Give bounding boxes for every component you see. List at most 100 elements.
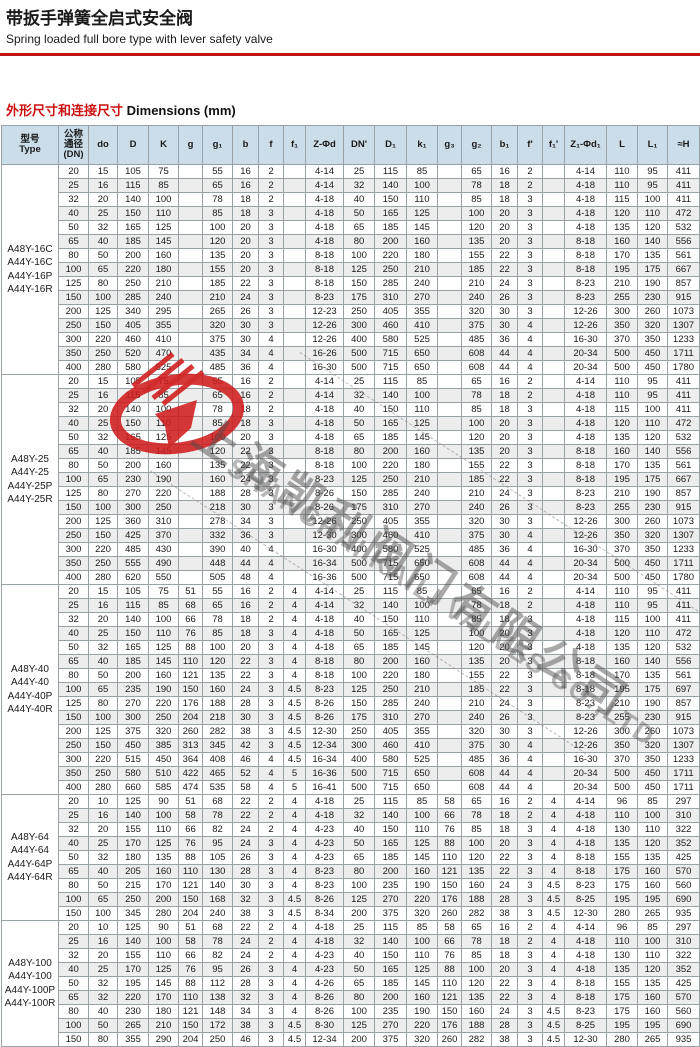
table-cell [283,178,306,194]
table-cell: 150 [117,206,149,222]
table-cell: 150 [374,402,407,418]
table-cell: 4-14 [564,920,607,936]
table-cell: 110 [178,654,203,670]
table-cell: 500 [606,780,638,796]
table-cell: 110 [606,934,638,950]
table-cell: 160 [606,234,638,250]
table-cell: 185 [374,976,407,992]
table-cell: 3 [517,836,543,852]
table-cell: 115 [374,920,407,936]
table-cell: 3 [517,1032,543,1047]
table-cell: 260 [637,724,668,740]
table-cell: 4-14 [305,598,344,614]
table-cell: 3 [258,416,284,432]
table-row: 100 50 265 210 150 172 38 3 4.5 8-30 125 270 220 176 1… [2,1018,700,1034]
table-cell: 40 [88,234,118,250]
table-cell: 125 [148,430,179,446]
table-cell [542,444,565,460]
table-cell: 138 [202,990,233,1006]
table-cell: 110 [606,598,638,614]
table-cell: 140 [374,178,407,194]
table-cell: 125 [406,416,438,432]
table-cell: 320 [406,1032,438,1047]
table-cell: 24 [232,934,259,950]
table-cell: 375 [374,906,407,922]
table-cell: 95 [637,598,668,614]
table-cell: 38 [232,906,259,922]
table-cell: 4 [283,668,306,684]
table-cell: 140 [117,934,149,950]
table-cell: 280 [88,570,118,586]
table-cell: 140 [374,598,407,614]
table-cell: 485 [461,752,492,768]
table-cell: 110 [606,374,638,390]
table-cell: 4 [283,1004,306,1020]
table-cell [178,262,203,278]
table-cell: 110 [148,822,179,838]
table-cell: 4-18 [564,220,607,236]
table-cell: 100 [88,710,118,726]
table-cell: 34 [232,1004,259,1020]
table-cell: 280 [606,906,638,922]
table-cell: 4-18 [564,626,607,642]
table-cell: 411 [667,164,700,180]
table-cell: 75 [148,374,179,390]
table-cell: 400 [343,542,375,558]
table-header-cell: b [232,125,259,166]
table-cell: 4 [283,640,306,656]
table-cell: 36 [491,332,518,348]
table-cell: 220 [406,1018,438,1034]
table-cell: 32 [58,192,89,208]
table-cell: 8-26 [305,696,344,712]
table-cell: 4-14 [305,164,344,180]
table-cell: 125 [343,682,375,698]
table-cell: 320 [461,514,492,530]
table-cell [542,346,565,362]
table-cell [283,416,306,432]
table-cell: 4-18 [305,220,344,236]
table-cell: 20 [232,430,259,446]
table-cell: 50 [343,626,375,642]
table-cell: 18 [491,598,518,614]
table-cell [437,206,462,222]
table-cell [437,780,462,796]
table-row: 25 16 115 85 68 65 16 2 4 4-14 32 140 100 78 18 2 4-18 11… [2,598,700,614]
table-cell: 42 [232,738,259,754]
table-cell: 110 [178,864,203,880]
table-cell [437,738,462,754]
table-cell: 200 [374,234,407,250]
table-cell: 4.5 [542,1004,565,1020]
table-cell: 28 [232,864,259,880]
table-cell: 8-30 [305,1018,344,1034]
table-cell: 12-26 [305,514,344,530]
table-row: 65 40 185 145 110 120 22 3 4 8-18 80 200 160 135 20 3 8-… [2,654,700,670]
table-cell [542,668,565,684]
table-cell: 100 [406,388,438,404]
table-cell: 65 [58,444,89,460]
table-cell: 857 [667,696,700,712]
table-cell: 26 [232,304,259,320]
table-cell: 55 [202,374,233,390]
table-cell: 235 [117,682,149,698]
table-cell: 121 [437,990,462,1006]
table-header-cell: D [117,125,149,166]
table-cell: 4-14 [564,584,607,600]
table-cell: 185 [374,850,407,866]
table-cell: 532 [667,430,700,446]
table-cell: 12-30 [305,528,344,544]
table-cell: 150 [343,276,375,292]
table-cell: 16-34 [305,752,344,768]
table-cell: 3 [517,220,543,236]
table-cell [437,766,462,782]
table-cell: 500 [606,766,638,782]
table-cell: 65 [58,234,89,250]
table-cell [178,360,203,376]
table-cell: 22 [232,444,259,460]
table-cell: 145 [148,654,179,670]
table-cell [178,304,203,320]
table-cell: 4 [542,850,565,866]
table-cell: 195 [606,682,638,698]
table-cell: 185 [374,430,407,446]
table-cell: 100 [637,612,668,628]
table-cell: 297 [667,794,700,810]
